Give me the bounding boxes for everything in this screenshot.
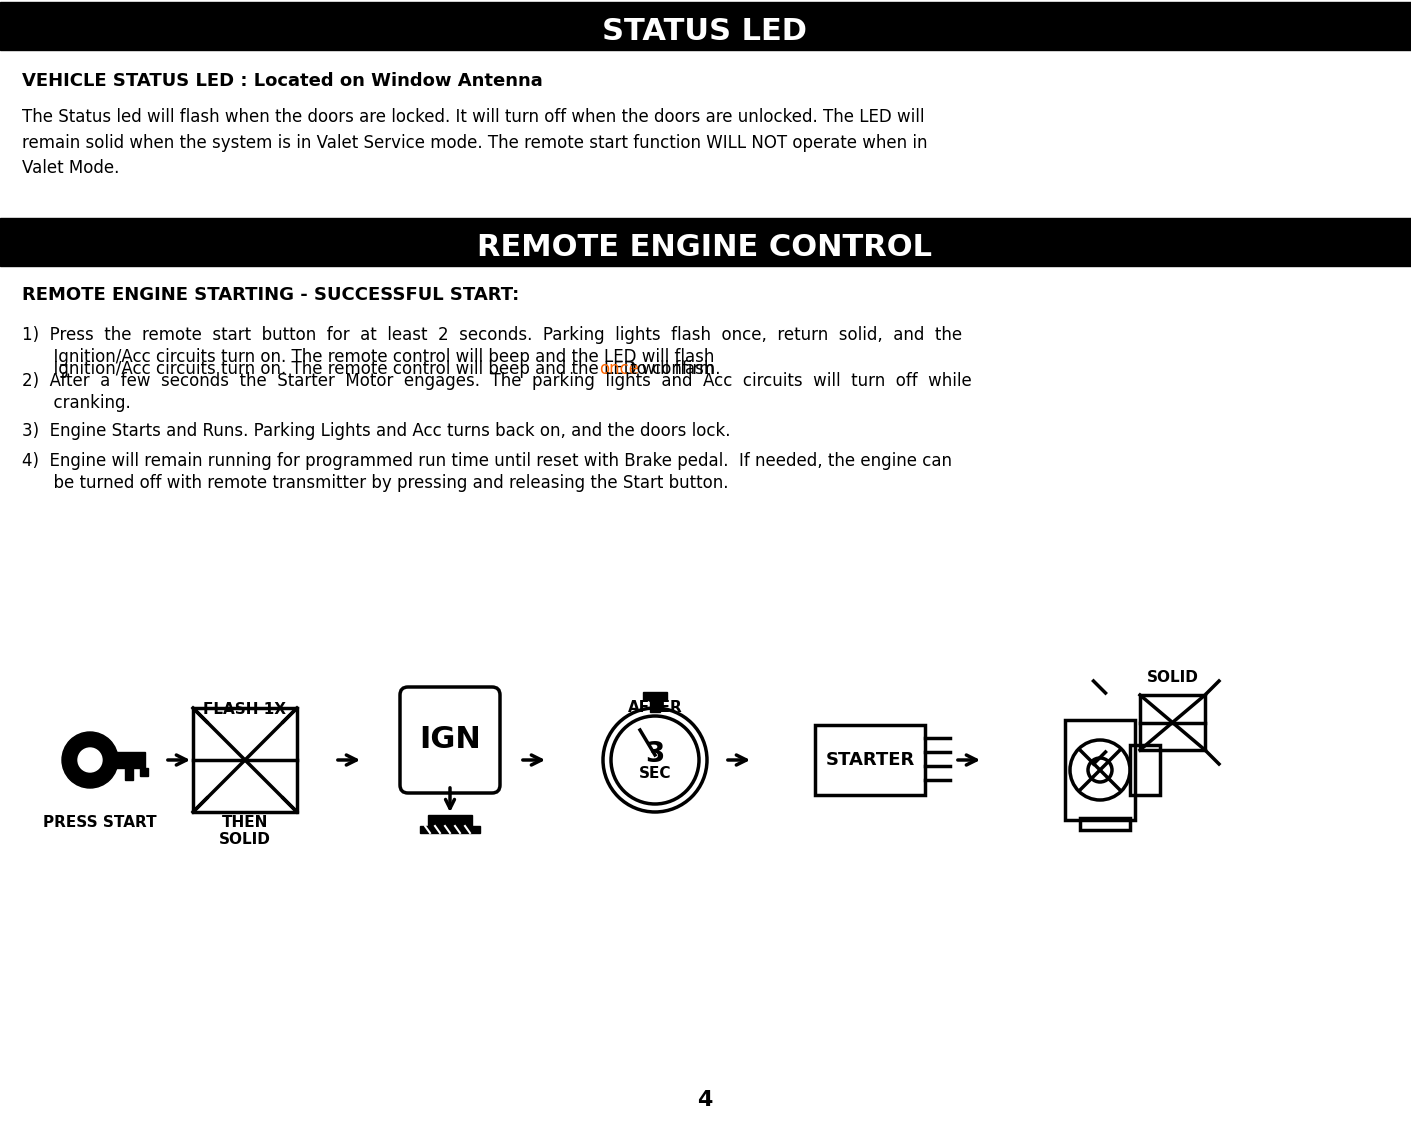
Text: The Status led will flash when the doors are locked. It will turn off when the d: The Status led will flash when the doors… bbox=[23, 108, 927, 178]
Circle shape bbox=[78, 748, 102, 772]
Text: 2)  After  a  few  seconds  the  Starter  Motor  engages.  The  parking  lights : 2) After a few seconds the Starter Motor… bbox=[23, 372, 972, 390]
Circle shape bbox=[62, 732, 119, 787]
Text: FLASH 1X: FLASH 1X bbox=[203, 702, 286, 717]
Bar bbox=[650, 698, 660, 712]
Bar bbox=[420, 826, 480, 832]
Text: PRESS START: PRESS START bbox=[44, 814, 157, 830]
Text: Ignition/Acc circuits turn on. The remote control will beep and the LED will fla: Ignition/Acc circuits turn on. The remot… bbox=[23, 360, 720, 378]
Text: IGN: IGN bbox=[419, 726, 481, 755]
Text: REMOTE ENGINE CONTROL: REMOTE ENGINE CONTROL bbox=[477, 234, 933, 262]
Text: SOLID: SOLID bbox=[1147, 670, 1198, 685]
Text: AFTER: AFTER bbox=[628, 700, 683, 716]
Text: 3)  Engine Starts and Runs. Parking Lights and Acc turns back on, and the doors : 3) Engine Starts and Runs. Parking Light… bbox=[23, 422, 731, 440]
Bar bbox=[0, 2, 1411, 49]
Text: 1)  Press  the  remote  start  button  for  at  least  2  seconds.  Parking  lig: 1) Press the remote start button for at … bbox=[23, 326, 962, 344]
Text: STARTER: STARTER bbox=[825, 752, 914, 770]
Bar bbox=[140, 768, 148, 776]
Bar bbox=[643, 692, 667, 700]
Bar bbox=[1140, 695, 1205, 750]
Circle shape bbox=[611, 716, 698, 804]
Text: REMOTE ENGINE STARTING - SUCCESSFUL START:: REMOTE ENGINE STARTING - SUCCESSFUL STAR… bbox=[23, 286, 519, 304]
Bar bbox=[1130, 745, 1160, 795]
Bar bbox=[0, 218, 1411, 266]
Text: Ignition/Acc circuits turn on. The remote control will beep and the LED will fla: Ignition/Acc circuits turn on. The remot… bbox=[23, 348, 720, 366]
Text: STATUS LED: STATUS LED bbox=[602, 18, 807, 46]
Text: once: once bbox=[598, 360, 639, 378]
Text: be turned off with remote transmitter by pressing and releasing the Start button: be turned off with remote transmitter by… bbox=[23, 474, 728, 492]
Text: THEN
SOLID: THEN SOLID bbox=[219, 814, 271, 847]
Bar bbox=[126, 768, 133, 780]
Text: SEC: SEC bbox=[639, 766, 672, 782]
Bar bbox=[193, 708, 296, 812]
Bar bbox=[816, 724, 926, 795]
Text: VEHICLE STATUS LED : Located on Window Antenna: VEHICLE STATUS LED : Located on Window A… bbox=[23, 72, 543, 90]
Bar bbox=[90, 752, 145, 768]
Bar bbox=[428, 814, 473, 827]
Text: 4: 4 bbox=[697, 1090, 713, 1110]
Text: 4)  Engine will remain running for programmed run time until reset with Brake pe: 4) Engine will remain running for progra… bbox=[23, 452, 952, 470]
Bar bbox=[1079, 818, 1130, 830]
Text: 3: 3 bbox=[645, 740, 665, 768]
Bar bbox=[1065, 720, 1134, 820]
Text: cranking.: cranking. bbox=[23, 394, 131, 412]
Text: to confirm.: to confirm. bbox=[625, 360, 720, 378]
